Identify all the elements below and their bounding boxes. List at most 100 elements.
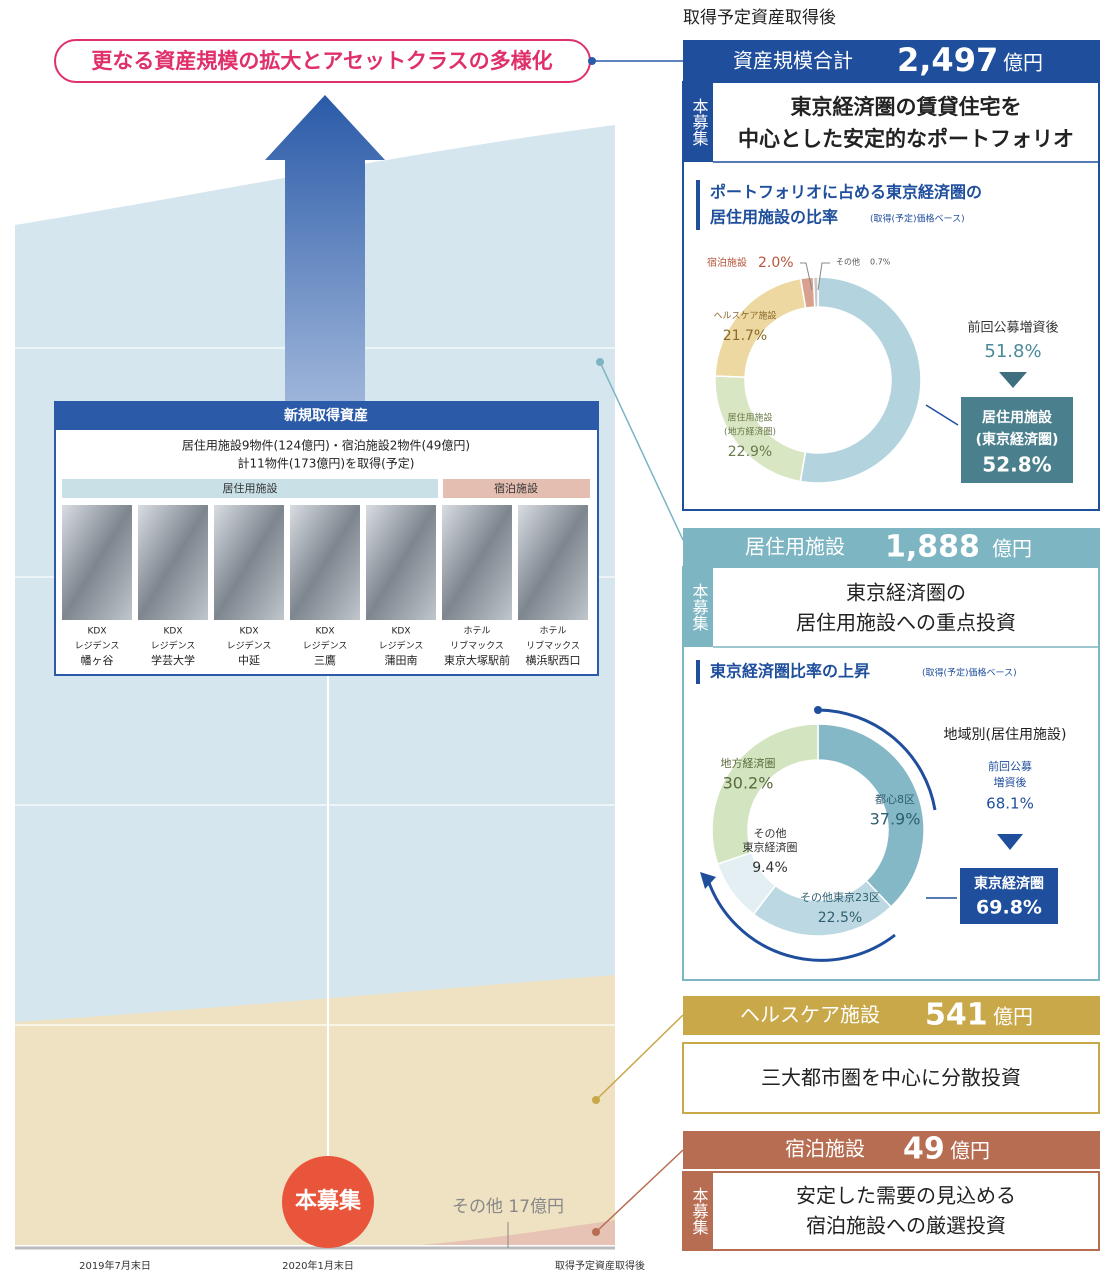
property-caption: リブマックス bbox=[526, 640, 580, 652]
portfolio-title: 東京経済圏の賃貸住宅を bbox=[791, 95, 1022, 119]
residential-title: 東京経済圏の bbox=[846, 581, 966, 605]
healthcare-unit: 億円 bbox=[993, 1005, 1033, 1029]
property-caption: レジデンス bbox=[75, 640, 120, 652]
residential-title: 居住用施設への重点投資 bbox=[796, 611, 1016, 635]
previous-label: 前回公募 bbox=[988, 759, 1032, 773]
other-note: その他 17億円 bbox=[452, 1197, 564, 1217]
property-photo bbox=[518, 505, 588, 620]
segment-name: 東京経済圏 bbox=[743, 840, 798, 854]
chart-title: 居住用施設の比率 bbox=[710, 208, 838, 227]
hotel-title: 宿泊施設への厳選投資 bbox=[806, 1214, 1006, 1238]
property-photo bbox=[442, 505, 512, 620]
callout-label: 居住用施設 bbox=[982, 409, 1053, 426]
total-label: 資産規模合計 bbox=[733, 49, 853, 73]
callout-value: 52.8% bbox=[982, 453, 1051, 477]
segment-label: 30.2% bbox=[723, 774, 774, 793]
segment-name: その他東京23区 bbox=[800, 890, 880, 904]
property-caption: KDX bbox=[164, 627, 183, 637]
property-caption: レジデンス bbox=[227, 640, 272, 652]
previous-label: 前回公募増資後 bbox=[967, 320, 1058, 336]
healthcare-text: 三大都市圏を中心に分散投資 bbox=[761, 1066, 1021, 1090]
hotel-label: 宿泊施設 bbox=[785, 1137, 865, 1161]
donut-segment bbox=[813, 277, 818, 307]
chart-title-marker bbox=[696, 660, 700, 684]
timeline-label: 取得予定資産取得後 bbox=[555, 1259, 645, 1272]
group-label: 宿泊施設 bbox=[494, 481, 538, 495]
infographic: 更なる資産規模の拡大とアセットクラスの多様化 新規取得資産 居住用施設9物件(1… bbox=[0, 0, 1102, 1277]
portfolio-title: 中心とした安定的なポートフォリオ bbox=[738, 127, 1074, 151]
property-caption: KDX bbox=[392, 627, 411, 637]
chart-title-marker bbox=[696, 180, 700, 230]
offering-tag: 本募集 bbox=[690, 98, 709, 146]
connector-dot bbox=[588, 57, 596, 65]
header-note: 取得予定資産取得後 bbox=[683, 8, 836, 28]
residential-amount: 1,888 bbox=[885, 530, 980, 565]
total-unit: 億円 bbox=[1003, 51, 1043, 75]
property-photo bbox=[214, 505, 284, 620]
property-caption: レジデンス bbox=[379, 640, 424, 652]
hotel-bar bbox=[683, 1131, 1100, 1169]
residential-unit: 億円 bbox=[992, 537, 1032, 561]
cycle-dot bbox=[814, 706, 822, 714]
property-caption: ホテル bbox=[463, 626, 490, 637]
segment-name: その他 bbox=[754, 827, 787, 840]
segment-name: 居住用施設 bbox=[727, 412, 772, 424]
callout-label: (東京経済圏) bbox=[976, 431, 1059, 448]
segment-label: 0.7% bbox=[870, 258, 891, 267]
offering-tag: 本募集 bbox=[690, 1187, 709, 1235]
property-caption: KDX bbox=[240, 627, 259, 637]
property-caption: レジデンス bbox=[151, 640, 196, 652]
timeline-label: 2020年1月末日 bbox=[282, 1259, 354, 1272]
region-title: 地域別(居住用施設) bbox=[944, 727, 1067, 743]
total-amount: 2,497 bbox=[897, 41, 998, 79]
property-caption: リブマックス bbox=[450, 640, 504, 652]
segment-name: ヘルスケア施設 bbox=[713, 310, 776, 322]
property-caption: 学芸大学 bbox=[151, 653, 195, 667]
connector-dot bbox=[592, 1228, 600, 1236]
offering-tag: 本募集 bbox=[690, 583, 709, 631]
acquisitions-summary: 計11物件(173億円)を取得(予定) bbox=[238, 456, 415, 471]
residential-label: 居住用施設 bbox=[745, 535, 845, 559]
previous-value: 68.1% bbox=[986, 795, 1034, 813]
property-photo bbox=[366, 505, 436, 620]
property-photo bbox=[290, 505, 360, 620]
connector-dot bbox=[596, 358, 604, 366]
property-caption: 幡ヶ谷 bbox=[81, 653, 114, 667]
property-caption: 蒲田南 bbox=[385, 653, 418, 667]
chart-title: ポートフォリオに占める東京経済圏の bbox=[710, 183, 982, 202]
acquisitions-title: 新規取得資産 bbox=[284, 407, 368, 424]
segment-name: 都心8区 bbox=[875, 793, 915, 806]
headline: 更なる資産規模の拡大とアセットクラスの多様化 bbox=[91, 49, 552, 73]
property-caption: レジデンス bbox=[303, 640, 348, 652]
callout-value: 69.8% bbox=[976, 897, 1042, 919]
chart-title: 東京経済圏比率の上昇 bbox=[710, 662, 870, 681]
property-caption: KDX bbox=[316, 627, 335, 637]
callout-label: 東京経済圏 bbox=[974, 875, 1044, 892]
segment-name: 地方経済圏 bbox=[721, 756, 776, 770]
group-label: 居住用施設 bbox=[223, 481, 278, 495]
property-caption: KDX bbox=[88, 627, 107, 637]
property-photo bbox=[62, 505, 132, 620]
segment-name: 宿泊施設 bbox=[707, 256, 747, 269]
timeline-label: 2019年7月末日 bbox=[79, 1259, 151, 1272]
property-caption: 横浜駅西口 bbox=[526, 653, 581, 667]
healthcare-label: ヘルスケア施設 bbox=[740, 1003, 880, 1027]
chart-note: (取得(予定)価格ベース) bbox=[870, 213, 965, 225]
property-caption: 三鷹 bbox=[314, 653, 336, 667]
offering-badge-text: 本募集 bbox=[295, 1188, 362, 1214]
segment-label: 9.4% bbox=[752, 860, 788, 876]
previous-label: 増資後 bbox=[994, 775, 1027, 789]
chart-note: (取得(予定)価格ベース) bbox=[922, 667, 1017, 679]
connector-dot bbox=[592, 1096, 600, 1104]
segment-label: 22.5% bbox=[818, 910, 862, 926]
hotel-title: 安定した需要の見込める bbox=[796, 1184, 1016, 1208]
hotel-unit: 億円 bbox=[950, 1139, 990, 1163]
segment-label: 37.9% bbox=[870, 810, 921, 829]
segment-label: 22.9% bbox=[728, 444, 772, 460]
hotel-amount: 49 bbox=[903, 1132, 945, 1167]
healthcare-amount: 541 bbox=[925, 998, 988, 1033]
acquisitions-summary: 居住用施設9物件(124億円)・宿泊施設2物件(49億円) bbox=[182, 438, 470, 453]
property-photo bbox=[138, 505, 208, 620]
segment-label: 21.7% bbox=[723, 328, 767, 344]
property-caption: 東京大塚駅前 bbox=[444, 653, 510, 667]
